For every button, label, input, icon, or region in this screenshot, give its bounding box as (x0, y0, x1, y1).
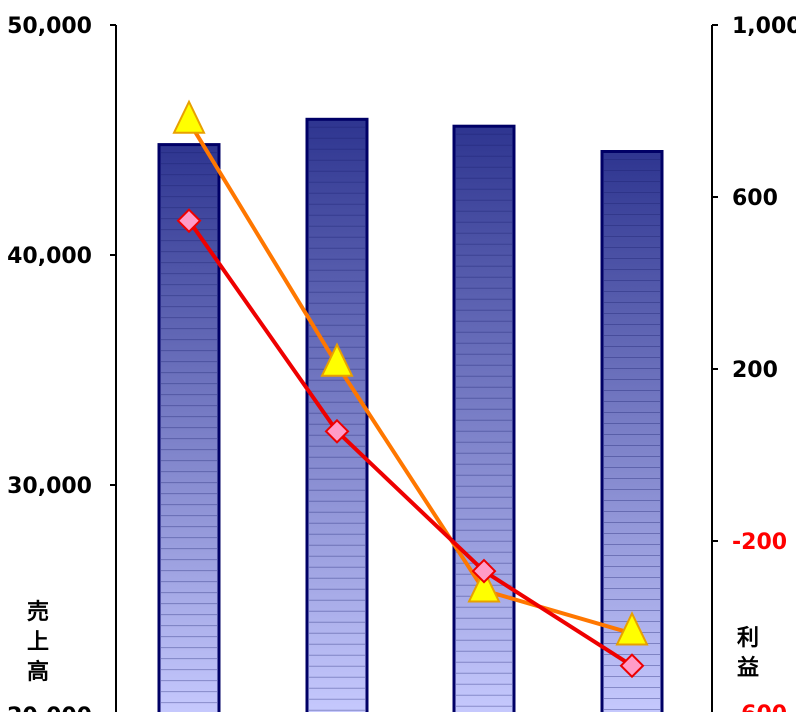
left-tick-label: 30,000 (7, 474, 92, 499)
diamond-marker-2 (324, 418, 350, 444)
triangle-marker-1 (172, 99, 206, 134)
left-axis-title: 売上高 (27, 599, 49, 685)
triangle-marker-3 (467, 568, 501, 603)
right-tick-label: -600 (732, 702, 787, 712)
right-tick-label: 600 (732, 186, 778, 211)
axis-title-char: 売 (27, 599, 49, 625)
line-series (172, 99, 649, 679)
axis-title-char: 利 (737, 626, 759, 651)
axis-title-char: 益 (737, 655, 759, 681)
right-tick-label: 200 (732, 358, 778, 383)
left-tick-label: 20,000 (7, 704, 92, 712)
right-axis-title: 利益 (737, 626, 759, 681)
left-tick-label: 40,000 (7, 244, 92, 269)
axis-title-char: 高 (27, 659, 49, 685)
diamond-marker-4 (619, 653, 645, 679)
triangle-marker-2 (320, 342, 354, 377)
axis-title-char: 上 (27, 630, 49, 655)
triangle-marker-4 (615, 611, 649, 646)
bar-series (157, 117, 664, 712)
axis-titles: 売上高 利益 (27, 599, 759, 685)
left-tick-label: 50,000 (7, 14, 92, 39)
diamond-series-line (187, 219, 634, 668)
tick-labels: 20,000 30,000 40,000 50,000 -600 -200 200 600 1,… (7, 14, 796, 712)
triangle-series-line (187, 120, 633, 636)
bar-2 (305, 117, 369, 712)
diamond-marker-3 (471, 558, 497, 584)
diamond-marker-1 (176, 208, 202, 234)
bar-banding-1 (161, 152, 217, 704)
bar-1 (157, 143, 221, 712)
right-tick-label: -200 (732, 530, 787, 555)
bar-3 (452, 124, 516, 712)
right-tick-label: 1,000 (732, 14, 796, 39)
